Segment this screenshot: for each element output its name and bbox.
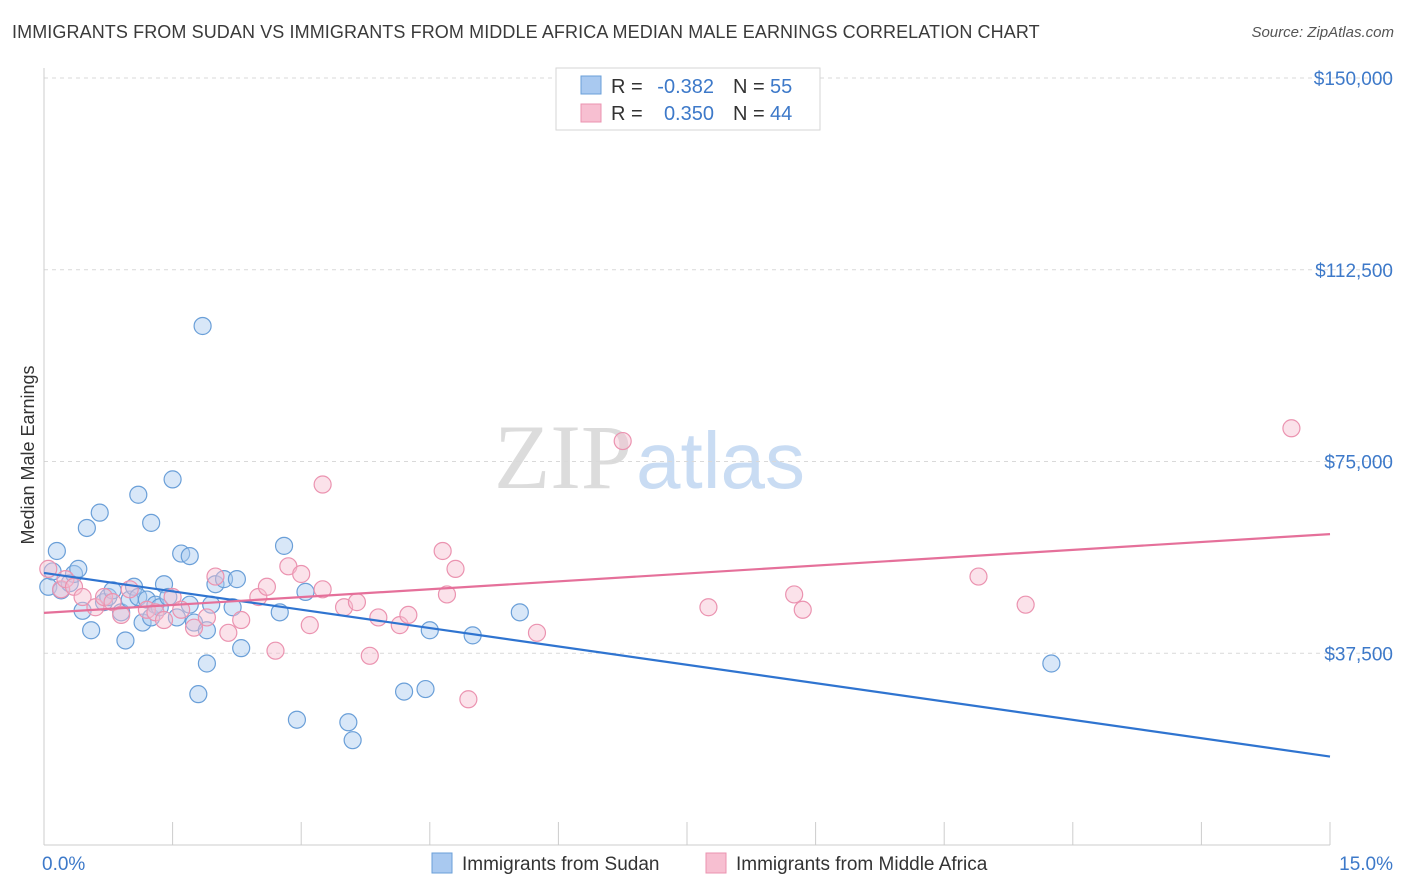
data-point-middle-africa	[206, 567, 225, 586]
data-point-middle-africa	[313, 580, 332, 599]
data-point-middle-africa	[300, 616, 319, 635]
series-sudan-points	[39, 316, 1061, 750]
data-point-sudan	[223, 598, 242, 617]
data-point-sudan	[193, 316, 212, 336]
data-point-middle-africa	[313, 475, 332, 494]
data-point-middle-africa	[699, 598, 718, 617]
trend-line-sudan	[43, 571, 1331, 758]
data-point-middle-africa	[292, 564, 311, 584]
watermark-atlas: atlas	[636, 416, 805, 505]
data-point-middle-africa	[785, 585, 804, 604]
data-point-middle-africa	[969, 567, 988, 586]
legend-n-value: 55	[770, 76, 792, 98]
correlation-legend: R = -0.382 N = 55 R = 0.350 N = 44	[555, 67, 821, 131]
legend-r-value: -0.382	[657, 76, 714, 98]
source-credit: Source: ZipAtlas.com	[1251, 24, 1394, 41]
series-legend: Immigrants from Sudan Immigrants from Mi…	[431, 852, 988, 875]
data-point-sudan	[510, 603, 529, 622]
data-point-sudan	[416, 679, 435, 699]
data-point-sudan	[82, 621, 101, 640]
watermark: ZIP atlas	[494, 406, 805, 508]
gridlines	[44, 77, 1392, 654]
data-point-sudan	[339, 713, 358, 732]
data-point-middle-africa	[1282, 419, 1301, 438]
data-point-sudan	[232, 639, 251, 658]
axes	[43, 68, 1331, 846]
data-point-sudan	[343, 731, 362, 750]
data-point-middle-africa	[369, 608, 388, 627]
data-point-sudan	[287, 710, 307, 729]
y-tick-label: $112,500	[1315, 261, 1393, 282]
data-point-sudan	[1042, 654, 1061, 673]
data-point-sudan	[163, 470, 182, 489]
data-point-middle-africa	[257, 577, 277, 596]
data-point-sudan	[180, 546, 199, 566]
data-point-middle-africa	[399, 605, 418, 625]
data-point-middle-africa	[347, 593, 367, 612]
y-tick-label: $37,500	[1324, 644, 1393, 665]
data-point-middle-africa	[184, 618, 204, 637]
data-point-sudan	[129, 485, 148, 504]
bottom-legend-label-middle-africa: Immigrants from Middle Africa	[736, 854, 988, 875]
data-point-middle-africa	[360, 646, 379, 665]
data-point-middle-africa	[446, 559, 465, 578]
y-axis-title: Median Male Earnings	[18, 365, 38, 544]
x-tick-label: 15.0%	[1339, 854, 1393, 875]
data-point-middle-africa	[197, 608, 216, 627]
legend-n-label: N =	[733, 103, 765, 125]
x-tick-label: 0.0%	[42, 854, 85, 875]
legend-r-label: R =	[611, 103, 643, 125]
data-point-middle-africa	[437, 585, 457, 604]
trend-line-middle-africa	[43, 533, 1331, 614]
legend-r-value: 0.350	[664, 103, 714, 125]
data-point-sudan	[394, 682, 414, 701]
bottom-legend-swatch-blue	[431, 852, 453, 874]
data-point-middle-africa	[232, 610, 251, 630]
data-point-sudan	[90, 503, 109, 522]
data-point-middle-africa	[793, 600, 812, 619]
bottom-legend-swatch-pink	[705, 852, 727, 874]
y-tick-label: $150,000	[1314, 69, 1393, 90]
data-point-sudan	[116, 631, 135, 650]
chart-title: IMMIGRANTS FROM SUDAN VS IMMIGRANTS FROM…	[12, 22, 1040, 42]
legend-swatch-pink	[580, 103, 602, 123]
data-point-middle-africa	[1016, 595, 1035, 614]
data-point-middle-africa	[73, 587, 92, 607]
data-point-middle-africa	[433, 541, 452, 561]
data-point-sudan	[142, 513, 161, 532]
y-tick-label: $75,000	[1324, 453, 1393, 474]
data-point-middle-africa	[459, 690, 478, 709]
bottom-legend-label-sudan: Immigrants from Sudan	[462, 854, 659, 875]
data-point-sudan	[227, 570, 246, 589]
data-point-sudan	[274, 536, 294, 555]
legend-n-value: 44	[770, 103, 792, 125]
data-point-middle-africa	[613, 431, 632, 451]
data-point-sudan	[47, 541, 66, 561]
data-point-sudan	[77, 518, 96, 538]
trend-lines	[43, 533, 1331, 758]
y-tick-labels: $37,500 $75,000 $112,500 $150,000	[1314, 69, 1393, 665]
watermark-zip: ZIP	[494, 406, 632, 508]
data-point-middle-africa	[154, 610, 174, 630]
legend-n-label: N =	[733, 76, 765, 98]
data-point-sudan	[197, 654, 216, 673]
series-middle-africa-points	[39, 419, 1301, 709]
x-tick-labels: 0.0% 15.0%	[42, 854, 1393, 875]
data-point-sudan	[206, 575, 225, 594]
legend-swatch-blue	[580, 75, 602, 95]
data-point-middle-africa	[266, 641, 285, 660]
data-point-sudan	[189, 685, 208, 704]
data-point-middle-africa	[527, 623, 547, 642]
data-point-middle-africa	[112, 605, 131, 625]
data-point-middle-africa	[219, 623, 238, 642]
data-point-sudan	[420, 621, 439, 640]
data-point-middle-africa	[94, 587, 114, 607]
data-point-middle-africa	[103, 593, 122, 612]
legend-r-label: R =	[611, 76, 643, 98]
